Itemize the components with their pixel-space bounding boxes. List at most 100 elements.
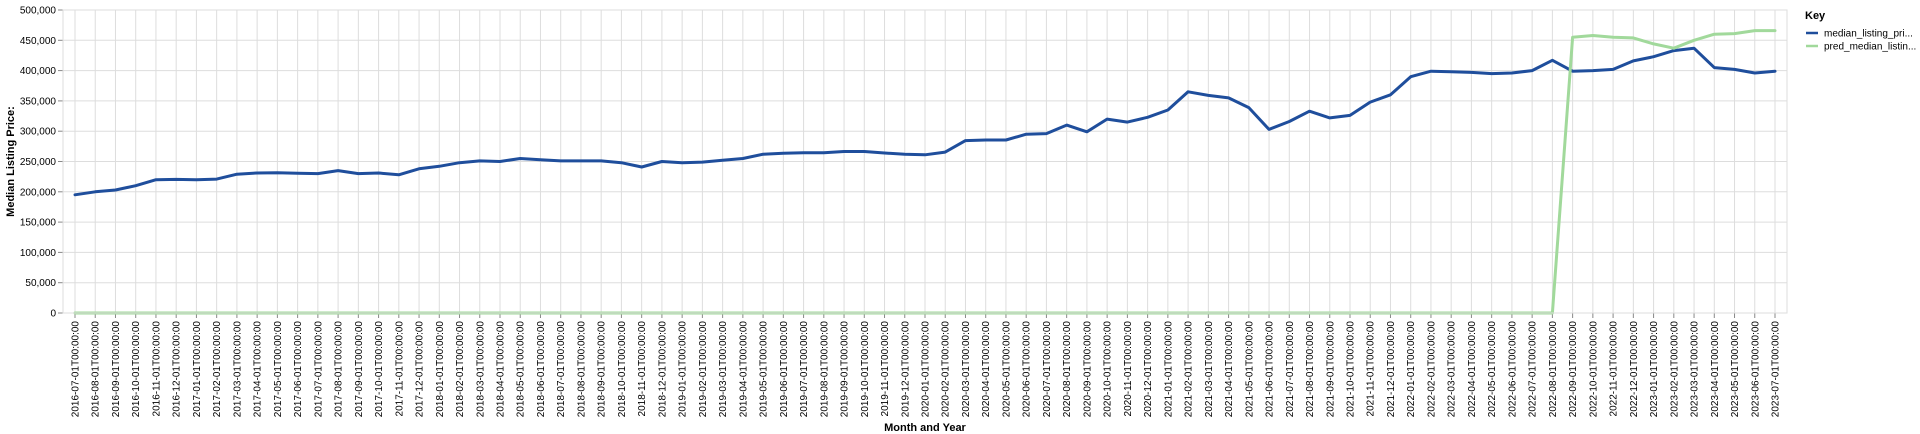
x-tick-label: 2019-06-01T00:00:00 [779, 321, 790, 418]
x-tick-label: 2020-12-01T00:00:00 [1143, 321, 1154, 418]
x-tick-label: 2017-06-01T00:00:00 [293, 321, 304, 418]
x-tick-label: 2019-10-01T00:00:00 [860, 321, 871, 418]
legend-label: pred_median_listin... [1824, 42, 1916, 53]
x-tick-label: 2019-11-01T00:00:00 [880, 321, 891, 417]
x-tick-label: 2018-01-01T00:00:00 [435, 321, 446, 418]
x-tick-label: 2017-12-01T00:00:00 [415, 321, 426, 418]
y-tick-label: 150,000 [20, 218, 57, 229]
x-tick-label: 2020-08-01T00:00:00 [1062, 321, 1073, 418]
x-tick-label: 2021-06-01T00:00:00 [1265, 321, 1276, 418]
x-tick-label: 2021-11-01T00:00:00 [1366, 321, 1377, 417]
x-tick-label: 2023-01-01T00:00:00 [1649, 321, 1660, 418]
x-tick-label: 2016-11-01T00:00:00 [151, 321, 162, 417]
x-tick-label: 2018-03-01T00:00:00 [475, 321, 486, 418]
x-tick-label: 2020-06-01T00:00:00 [1022, 321, 1033, 418]
x-tick-label: 2018-06-01T00:00:00 [536, 321, 547, 418]
x-tick-label: 2017-02-01T00:00:00 [212, 321, 223, 418]
x-tick-label: 2017-04-01T00:00:00 [253, 321, 264, 418]
x-tick-label: 2017-08-01T00:00:00 [334, 321, 345, 418]
x-tick-label: 2018-12-01T00:00:00 [657, 321, 668, 418]
x-tick-label: 2022-08-01T00:00:00 [1548, 321, 1559, 418]
x-tick-label: 2019-08-01T00:00:00 [819, 321, 830, 418]
x-tick-label: 2022-07-01T00:00:00 [1528, 321, 1539, 418]
x-tick-label: 2021-01-01T00:00:00 [1163, 321, 1174, 418]
x-tick-label: 2019-07-01T00:00:00 [799, 321, 810, 418]
x-tick-label: 2023-05-01T00:00:00 [1730, 321, 1741, 418]
x-tick-label: 2016-12-01T00:00:00 [172, 321, 183, 418]
x-tick-label: 2018-09-01T00:00:00 [597, 321, 608, 418]
x-tick-label: 2022-04-01T00:00:00 [1467, 321, 1478, 418]
legend: Key median_listing_pri... pred_median_lis… [1805, 10, 1916, 53]
x-tick-label: 2019-05-01T00:00:00 [759, 321, 770, 418]
y-tick-label: 450,000 [20, 36, 57, 47]
gridlines [63, 9, 1787, 314]
x-tick-label: 2020-10-01T00:00:00 [1103, 321, 1114, 418]
x-tick-label: 2022-05-01T00:00:00 [1487, 321, 1498, 418]
x-tick-label: 2018-11-01T00:00:00 [637, 321, 648, 417]
x-tick-label: 2021-08-01T00:00:00 [1305, 321, 1316, 418]
x-tick-label: 2020-04-01T00:00:00 [981, 321, 992, 418]
x-tick-label: 2020-02-01T00:00:00 [941, 321, 952, 418]
x-tick-label: 2023-06-01T00:00:00 [1750, 321, 1761, 418]
x-tick-label: 2022-03-01T00:00:00 [1447, 321, 1458, 418]
x-tick-label: 2017-07-01T00:00:00 [313, 321, 324, 418]
x-tick-label: 2018-05-01T00:00:00 [516, 321, 527, 418]
x-tick-label: 2020-05-01T00:00:00 [1001, 321, 1012, 418]
x-tick-label: 2023-03-01T00:00:00 [1690, 321, 1701, 418]
legend-label: median_listing_pri... [1824, 29, 1913, 40]
x-tick-label: 2022-09-01T00:00:00 [1568, 321, 1579, 418]
x-tick-label: 2022-10-01T00:00:00 [1588, 321, 1599, 418]
y-tick-label: 200,000 [20, 187, 57, 198]
x-tick-label: 2021-04-01T00:00:00 [1224, 321, 1235, 418]
y-axis-ticks: 0 50,000 100,000 150,000 200,000 250,000 300,0… [20, 6, 63, 320]
x-tick-label: 2017-10-01T00:00:00 [374, 321, 385, 418]
x-tick-label: 2018-02-01T00:00:00 [455, 321, 466, 418]
x-tick-label: 2020-11-01T00:00:00 [1123, 321, 1134, 417]
x-tick-label: 2018-08-01T00:00:00 [576, 321, 587, 418]
x-tick-label: 2019-12-01T00:00:00 [900, 321, 911, 418]
y-axis-title: Median Listing Price: [5, 106, 17, 217]
series-line-1 [73, 46, 1777, 197]
x-tick-label: 2021-07-01T00:00:00 [1285, 321, 1296, 418]
x-tick-label: 2016-07-01T00:00:00 [71, 321, 82, 418]
x-tick-label: 2023-07-01T00:00:00 [1771, 321, 1782, 418]
x-tick-label: 2021-05-01T00:00:00 [1244, 321, 1255, 418]
x-tick-label: 2017-01-01T00:00:00 [192, 321, 203, 418]
y-tick-label: 500,000 [20, 6, 57, 17]
x-tick-label: 2022-02-01T00:00:00 [1426, 321, 1437, 418]
x-tick-label: 2017-09-01T00:00:00 [354, 321, 365, 418]
x-tick-label: 2020-03-01T00:00:00 [961, 321, 972, 418]
x-tick-label: 2021-12-01T00:00:00 [1386, 321, 1397, 418]
x-tick-label: 2020-07-01T00:00:00 [1042, 321, 1053, 418]
x-tick-label: 2019-09-01T00:00:00 [840, 321, 851, 418]
plot-frame [62, 9, 1788, 314]
x-tick-label: 2016-10-01T00:00:00 [131, 321, 142, 418]
y-tick-label: 400,000 [20, 66, 57, 77]
x-axis-ticks: 2016-07-01T00:00:00 2016-08-01T00:00:00 20… [71, 313, 1782, 417]
x-tick-label: 2016-08-01T00:00:00 [91, 321, 102, 418]
x-tick-label: 2018-10-01T00:00:00 [617, 321, 628, 418]
x-tick-label: 2018-07-01T00:00:00 [556, 321, 567, 418]
x-tick-label: 2021-10-01T00:00:00 [1346, 321, 1357, 418]
x-tick-label: 2017-11-01T00:00:00 [394, 321, 405, 417]
x-tick-label: 2021-02-01T00:00:00 [1184, 321, 1195, 418]
x-tick-label: 2019-02-01T00:00:00 [698, 321, 709, 418]
x-tick-label: 2022-06-01T00:00:00 [1507, 321, 1518, 418]
x-tick-label: 2021-03-01T00:00:00 [1204, 321, 1215, 418]
x-tick-label: 2018-04-01T00:00:00 [496, 321, 507, 418]
y-tick-label: 100,000 [20, 248, 57, 259]
x-tick-label: 2019-01-01T00:00:00 [678, 321, 689, 418]
x-tick-label: 2020-01-01T00:00:00 [921, 321, 932, 418]
y-tick-label: 350,000 [20, 96, 57, 107]
x-tick-label: 2020-09-01T00:00:00 [1082, 321, 1093, 418]
legend-title: Key [1805, 10, 1826, 22]
x-tick-label: 2021-09-01T00:00:00 [1325, 321, 1336, 418]
x-tick-label: 2017-03-01T00:00:00 [232, 321, 243, 418]
x-tick-label: 2019-03-01T00:00:00 [718, 321, 729, 418]
legend-items: median_listing_pri... pred_median_listin.… [1806, 29, 1916, 53]
x-tick-label: 2023-04-01T00:00:00 [1710, 321, 1721, 418]
x-tick-label: 2022-12-01T00:00:00 [1629, 321, 1640, 418]
x-tick-label: 2017-05-01T00:00:00 [273, 321, 284, 418]
x-tick-label: 2022-11-01T00:00:00 [1609, 321, 1620, 417]
